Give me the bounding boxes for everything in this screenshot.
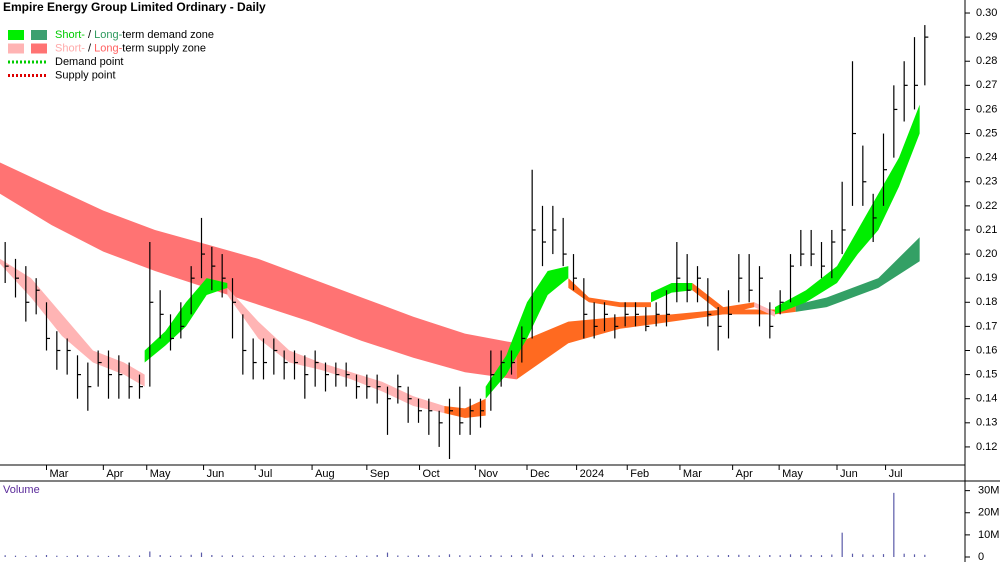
zone <box>0 162 517 380</box>
y-tick-label: 0.29 <box>976 31 997 43</box>
x-tick-label: Feb <box>630 468 649 480</box>
volume-y-tick-label: 0 <box>978 551 984 562</box>
legend-label: Short- / Long-term demand zone <box>55 29 214 41</box>
y-tick-label: 0.17 <box>976 320 997 332</box>
zone <box>144 278 228 363</box>
y-tick-label: 0.16 <box>976 344 997 356</box>
y-tick-label: 0.30 <box>976 7 997 19</box>
legend-label: Supply point <box>55 69 116 81</box>
y-tick-label: 0.27 <box>976 79 997 91</box>
x-tick-label: Sep <box>370 468 390 480</box>
volume-y-tick-label: 10M <box>978 529 999 541</box>
legend-label-part: Long- <box>94 29 122 41</box>
x-tick-label: Apr <box>736 468 753 480</box>
x-tick-label: Dec <box>530 468 550 480</box>
zone <box>485 266 569 399</box>
y-tick-label: 0.26 <box>976 103 997 115</box>
y-tick-label: 0.14 <box>976 393 997 405</box>
zone <box>692 283 755 315</box>
y-tick-label: 0.28 <box>976 55 997 67</box>
x-tick-label: Mar <box>50 468 69 480</box>
y-tick-label: 0.12 <box>976 441 997 453</box>
y-tick-label: 0.13 <box>976 417 997 429</box>
legend-swatch <box>31 30 47 40</box>
y-tick-label: 0.19 <box>976 272 997 284</box>
legend-swatch <box>8 30 24 40</box>
x-tick-label: Jul <box>258 468 272 480</box>
legend-label-part: Demand point <box>55 56 124 68</box>
y-tick-label: 0.23 <box>976 176 997 188</box>
volume-y-tick-label: 20M <box>978 507 999 519</box>
x-tick-label: Mar <box>683 468 702 480</box>
legend-label-part: / <box>85 29 94 41</box>
y-tick-label: 0.21 <box>976 224 997 236</box>
legend-label-part: Supply point <box>55 69 116 81</box>
legend-label-part: / <box>85 42 94 54</box>
zone <box>568 278 651 308</box>
x-tick-label: Jun <box>840 468 858 480</box>
x-tick-label: 2024 <box>580 468 604 480</box>
y-tick-label: 0.25 <box>976 127 997 139</box>
zone <box>516 304 796 380</box>
x-tick-label: Jul <box>889 468 903 480</box>
price-bars <box>4 25 929 459</box>
x-tick-label: May <box>782 468 803 480</box>
legend-swatch <box>31 43 47 54</box>
zone <box>444 398 486 418</box>
legend-label: Demand point <box>55 56 124 68</box>
legend-label-part: Long- <box>94 42 122 54</box>
x-tick-label: Apr <box>106 468 123 480</box>
volume-y-tick-label: 30M <box>978 485 999 497</box>
x-tick-label: May <box>150 468 171 480</box>
y-tick-label: 0.22 <box>976 200 997 212</box>
zone <box>795 237 920 312</box>
x-tick-label: Jun <box>207 468 225 480</box>
y-tick-label: 0.20 <box>976 248 997 260</box>
volume-label: Volume <box>3 484 40 496</box>
y-tick-label: 0.18 <box>976 296 997 308</box>
x-tick-label: Oct <box>423 468 440 480</box>
legend-label-part: term supply zone <box>122 42 206 54</box>
legend-label-part: term demand zone <box>122 29 214 41</box>
legend-swatch <box>8 43 24 54</box>
x-tick-label: Nov <box>478 468 498 480</box>
y-tick-label: 0.24 <box>976 152 997 164</box>
zone <box>227 287 445 414</box>
zone <box>651 283 693 303</box>
y-tick-label: 0.15 <box>976 369 997 381</box>
chart-title: Empire Energy Group Limited Ordinary - D… <box>3 0 266 14</box>
legend-label-part: Short- <box>55 29 85 41</box>
x-tick-label: Aug <box>315 468 335 480</box>
legend-label: Short- / Long-term supply zone <box>55 42 206 54</box>
legend-label-part: Short- <box>55 42 85 54</box>
